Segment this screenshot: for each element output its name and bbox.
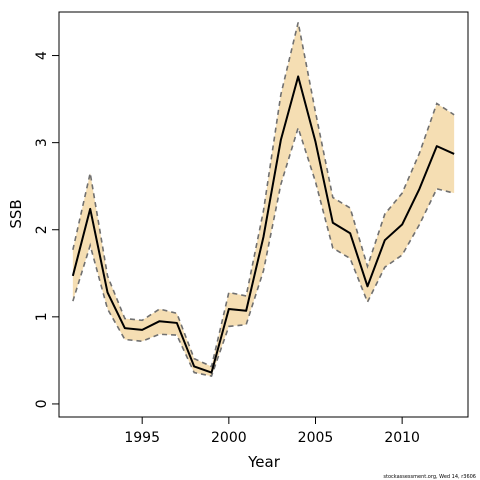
y-tick-label: 1 — [34, 312, 50, 321]
confidence-band — [72, 22, 455, 377]
confidence-band-layer — [72, 22, 455, 377]
ssb-estimate-line — [71, 75, 455, 374]
x-axis-title: Year — [247, 453, 281, 471]
x-tick-label: 2000 — [211, 430, 247, 446]
y-tick-label: 0 — [34, 399, 50, 408]
y-tick-label: 2 — [34, 225, 50, 234]
plot-frame — [58, 11, 469, 418]
upper-bound-line — [72, 22, 455, 368]
footer-note: stockassessment.org, Wed 14, r3606 — [383, 474, 476, 480]
y-tick-label: 3 — [34, 138, 50, 147]
y-axis: 0 1 2 3 4 — [34, 51, 59, 408]
x-tick-label: 2005 — [298, 430, 334, 446]
bound-lines-layer — [72, 22, 455, 377]
y-axis-title: SSB — [7, 199, 25, 228]
x-tick-label: 1995 — [124, 430, 160, 446]
y-tick-label: 4 — [34, 51, 50, 60]
lower-bound-line — [72, 125, 455, 377]
x-axis: 1995 2000 2005 2010 — [124, 417, 420, 446]
x-tick-label: 2010 — [384, 430, 420, 446]
estimate-line-layer — [71, 75, 455, 374]
